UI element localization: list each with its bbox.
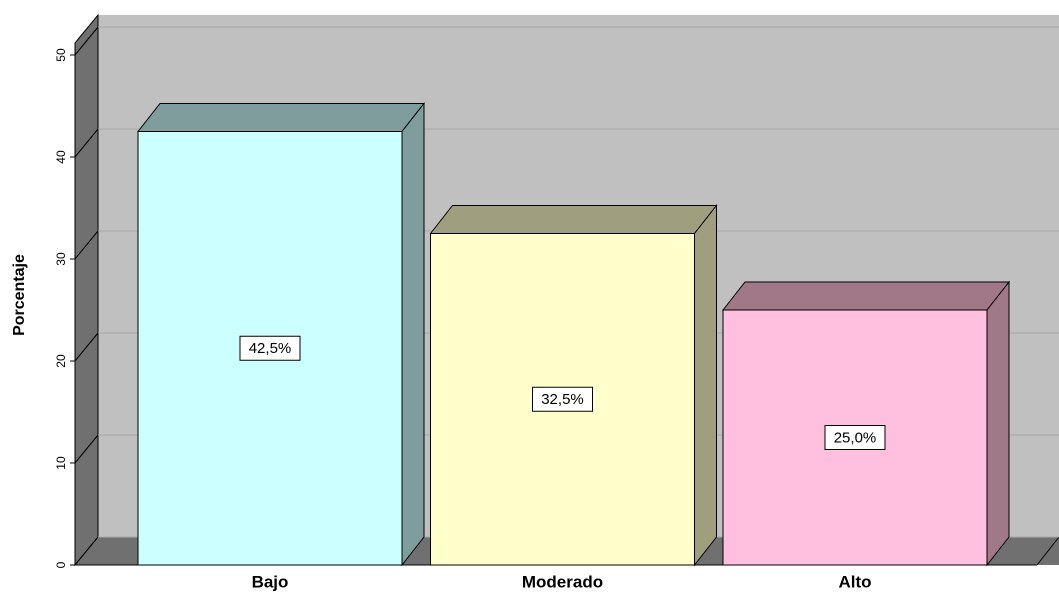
bar-top (429, 205, 718, 234)
bar-top (136, 103, 426, 132)
bar-group: 32,5% (429, 204, 718, 567)
x-tick-label: Bajo (252, 572, 289, 591)
tick-line (74, 332, 99, 362)
value-label: 42,5% (249, 340, 292, 357)
value-label-box (532, 386, 593, 412)
y-tick-label: 0 (54, 561, 68, 568)
bar-side (986, 280, 1010, 567)
y-tick-label: 10 (54, 456, 68, 470)
floor-edge (1036, 536, 1059, 566)
y-tick-label: 20 (54, 354, 68, 368)
x-tick-label: Moderado (522, 572, 603, 591)
value-label: 32,5% (541, 391, 584, 408)
tick-line (74, 536, 99, 566)
tick-line (74, 230, 99, 260)
bar-side (694, 204, 717, 567)
bar-side (401, 102, 425, 567)
bar-group: 25,0% (721, 280, 1011, 567)
y-tick-label: 30 (54, 252, 68, 266)
tick-line (74, 434, 99, 464)
x-tick-label: Alto (838, 572, 871, 591)
value-label-box (824, 425, 886, 450)
y-tick-label: 40 (54, 150, 68, 164)
left-wall (74, 13, 99, 567)
bar-group: 42,5% (136, 102, 426, 567)
value-label: 25,0% (834, 429, 877, 446)
bar-top (721, 281, 1011, 311)
y-axis-title: Porcentaje (11, 254, 28, 336)
value-label-box (239, 335, 301, 361)
tick-line (74, 26, 99, 56)
y-tick-label: 50 (54, 48, 68, 62)
tick-line (74, 128, 99, 158)
